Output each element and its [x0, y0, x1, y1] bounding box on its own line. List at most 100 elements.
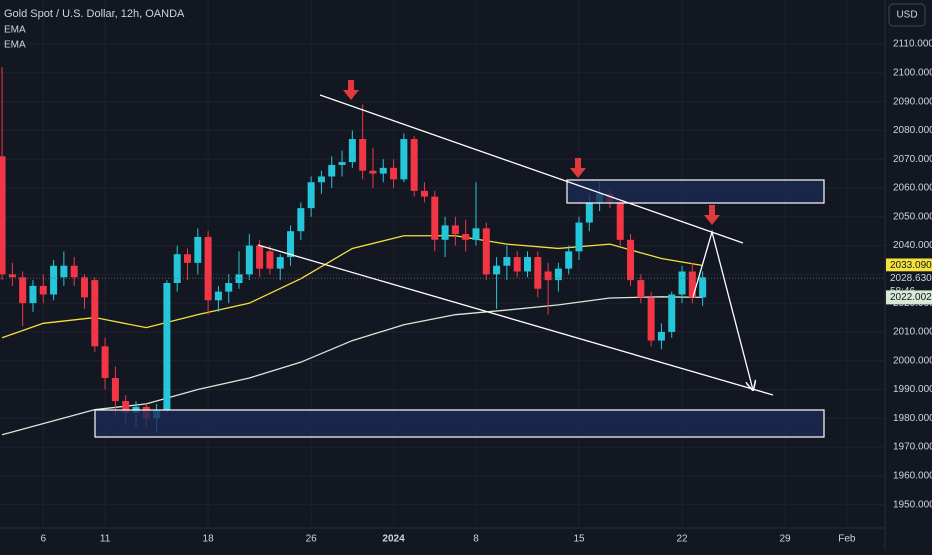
candle-body — [0, 156, 6, 275]
currency-button[interactable] — [888, 3, 926, 27]
candle-body — [400, 139, 408, 180]
last-price-tag: 2028.630 — [890, 273, 932, 284]
candle-body — [678, 271, 686, 295]
candle-body — [297, 208, 305, 232]
ema-price-tag: 2022.002 — [890, 292, 932, 303]
candle-body — [699, 277, 707, 298]
candle-body — [523, 257, 531, 272]
candle-body — [163, 283, 171, 410]
candle-body — [554, 268, 562, 281]
y-tick-label: 2010.000 — [893, 327, 932, 338]
y-tick-label: 1980.000 — [893, 413, 932, 424]
candle-body — [544, 271, 552, 281]
x-tick-label: 26 — [306, 534, 318, 545]
indicator-label: EMA — [4, 25, 26, 36]
down-arrow — [704, 205, 720, 225]
candle-body — [173, 254, 181, 284]
candle-body — [379, 167, 387, 174]
plot-area — [0, 0, 885, 528]
candle-body — [256, 245, 264, 269]
candle-body — [657, 331, 665, 341]
drawings — [94, 80, 825, 438]
candle-body — [194, 236, 202, 263]
ema-price-tag-bg — [886, 258, 932, 273]
candle-body — [91, 280, 99, 347]
y-tick-label: 2060.000 — [893, 183, 932, 194]
candle-body — [225, 283, 233, 292]
zone-box — [566, 179, 825, 204]
candle-body — [111, 378, 119, 402]
ema-price-tag-bg — [886, 290, 932, 305]
candle-body — [390, 167, 398, 180]
candle-body — [627, 239, 635, 281]
candle-body — [534, 257, 542, 289]
indicator-label: EMA — [4, 40, 26, 51]
x-tick-label: 22 — [676, 534, 688, 545]
candle-body — [276, 257, 284, 269]
candle-body — [235, 274, 243, 284]
candle-body — [688, 271, 696, 298]
y-tick-label: 2000.000 — [893, 355, 932, 366]
candle-body — [472, 228, 480, 240]
x-tick-label: Feb — [838, 534, 856, 545]
y-tick-label: 1950.000 — [893, 499, 932, 510]
candle-body — [565, 251, 573, 269]
candle-body — [668, 294, 676, 332]
trend-line — [319, 94, 744, 244]
y-tick-label: 2100.000 — [893, 67, 932, 78]
chart-title: Gold Spot / U.S. Dollar, 12h, OANDA — [4, 8, 185, 20]
candle-body — [184, 254, 192, 263]
y-tick-label: 2090.000 — [893, 96, 932, 107]
y-tick-label: 2070.000 — [893, 154, 932, 165]
candle-body — [441, 225, 449, 240]
candle-body — [39, 285, 47, 295]
y-tick-label: 1970.000 — [893, 442, 932, 453]
candle-body — [287, 231, 295, 258]
x-tick-label: 18 — [203, 534, 215, 545]
candle-body — [462, 234, 470, 240]
candle-body — [266, 251, 274, 269]
candle-body — [420, 190, 428, 197]
candle-body — [101, 346, 109, 379]
x-tick-label: 6 — [40, 534, 46, 545]
x-tick-label: 2024 — [382, 534, 405, 545]
candle-body — [60, 265, 68, 278]
down-arrow — [343, 80, 359, 100]
ema-price-tag: 2033.090 — [890, 260, 932, 271]
candle-body — [328, 164, 336, 177]
candle-body — [8, 274, 16, 278]
y-tick-label: 2110.000 — [893, 39, 932, 50]
candle-body — [307, 182, 315, 209]
candle-body — [513, 257, 521, 272]
candle-body — [359, 139, 367, 171]
candle-body — [575, 222, 583, 252]
y-tick-label: 2080.000 — [893, 125, 932, 136]
candle-body — [647, 297, 655, 341]
zone-box — [94, 409, 825, 438]
candle-body — [410, 139, 418, 191]
ema-line — [1, 296, 703, 436]
y-tick-label: 2040.000 — [893, 240, 932, 251]
down-arrow — [570, 158, 586, 178]
x-tick-label: 11 — [100, 534, 111, 545]
candle-body — [493, 265, 501, 275]
candle-body — [204, 236, 212, 301]
projection-arrow — [692, 229, 753, 390]
currency-label[interactable]: USD — [896, 10, 917, 21]
candle-body — [482, 228, 490, 275]
candle-body — [451, 225, 459, 235]
candle-body — [70, 265, 78, 278]
candle-body — [19, 277, 27, 304]
candle-body — [369, 170, 377, 174]
candle-body — [348, 139, 356, 163]
y-tick-label: 1960.000 — [893, 471, 932, 482]
candle-body — [245, 245, 253, 275]
candle-body — [80, 277, 88, 298]
candle-body — [29, 285, 37, 304]
candle-body — [122, 401, 130, 413]
candle-body — [338, 162, 346, 165]
x-tick-label: 8 — [473, 534, 479, 545]
candle-body — [585, 202, 593, 223]
x-tick-label: 15 — [573, 534, 585, 545]
candle-body — [317, 176, 325, 183]
